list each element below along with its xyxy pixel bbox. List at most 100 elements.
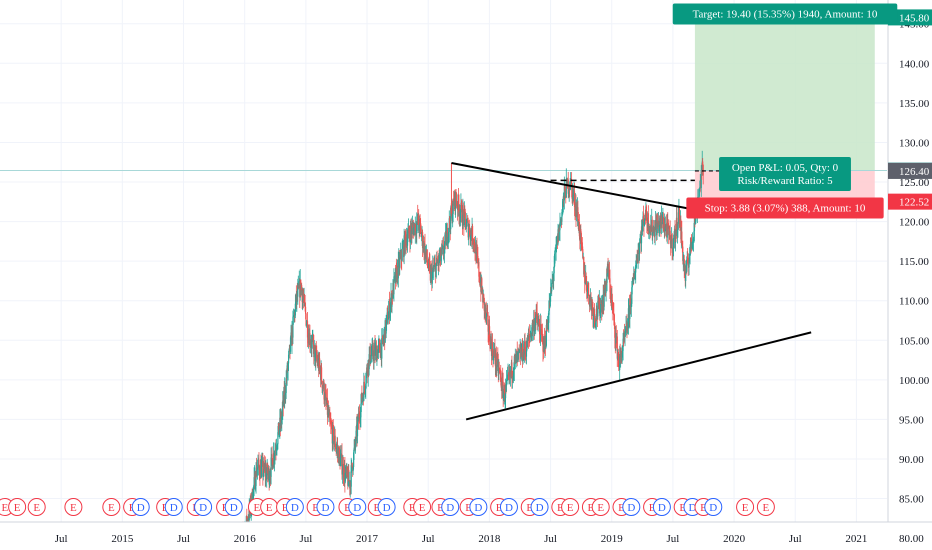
earnings-marker-icon <box>27 498 46 516</box>
candle-body <box>288 349 290 355</box>
candle-body <box>572 188 574 196</box>
candle-body <box>387 311 390 320</box>
earnings-marker-icon <box>413 498 432 516</box>
candle-body <box>527 335 529 348</box>
candle-body <box>693 217 696 232</box>
candle-body <box>424 251 427 259</box>
candle-body <box>420 223 422 229</box>
earnings-marker-label: E <box>14 502 21 514</box>
candle-body <box>256 469 258 475</box>
candle-body <box>306 321 309 338</box>
dividend-marker-label: D <box>505 502 513 514</box>
candle-body <box>387 312 389 324</box>
candle-body <box>669 230 671 241</box>
candle-body <box>458 204 460 216</box>
candle-body <box>665 224 667 230</box>
earnings-marker-label: E <box>742 502 749 514</box>
candle-body <box>572 194 575 196</box>
candle-body <box>529 336 531 337</box>
candle-body <box>497 356 499 359</box>
candle-body <box>549 293 551 307</box>
candle-body <box>535 316 537 326</box>
price-badge-label: 126.40 <box>899 166 930 178</box>
candle-body <box>676 217 678 235</box>
candle-body <box>622 338 624 351</box>
candle-body <box>407 230 409 239</box>
trendlines[interactable] <box>451 162 812 421</box>
candle-body <box>685 266 687 281</box>
candle-body <box>395 268 397 283</box>
earnings-marker-icon <box>756 498 775 516</box>
dividend-marker-icon <box>499 498 518 516</box>
candle-body <box>428 259 430 264</box>
candle-body <box>625 326 627 333</box>
earnings-marker-label: E <box>373 502 380 514</box>
candle-body <box>564 186 566 190</box>
candle-body <box>363 381 365 401</box>
candle-body <box>694 217 696 222</box>
candle-body <box>303 295 306 303</box>
candle-body <box>313 345 315 358</box>
candle-body <box>588 282 590 297</box>
candle-body <box>633 275 635 279</box>
dividend-marker-icon <box>316 498 335 516</box>
dividend-marker-icon <box>469 498 488 516</box>
candle-body <box>453 198 455 202</box>
candle-body <box>397 259 399 279</box>
candle-body <box>418 214 420 225</box>
candle-body <box>262 473 264 476</box>
candle-body <box>410 226 412 231</box>
candle-body <box>460 202 462 213</box>
candle-body <box>253 477 255 487</box>
candle-body <box>617 354 619 357</box>
dividend-marker-icon <box>224 498 243 516</box>
candle-body <box>477 256 479 264</box>
candle-body <box>517 351 519 353</box>
candle-body <box>609 292 612 295</box>
candle-body <box>505 380 508 386</box>
candle-body <box>565 179 567 198</box>
dividend-marker-label: D <box>446 502 454 514</box>
candle-body <box>690 237 692 243</box>
candle-body <box>627 308 630 329</box>
time-tick-label: Jul <box>666 533 679 545</box>
candle-body <box>528 333 530 337</box>
dividend-marker-label: D <box>536 502 544 514</box>
candle-body <box>284 387 286 395</box>
candle-body <box>487 315 489 332</box>
candle-body <box>305 313 307 326</box>
candle-body <box>462 209 464 226</box>
candle-body <box>368 354 370 370</box>
candle-body <box>340 455 342 458</box>
candle-body <box>672 252 674 254</box>
candle-body <box>468 230 470 238</box>
candle-body <box>324 391 327 393</box>
candle-body <box>577 207 579 220</box>
lower-trendline <box>465 331 812 421</box>
candle-body <box>267 473 269 475</box>
candle-body <box>370 361 372 363</box>
candle-body <box>293 316 295 317</box>
candle-body <box>465 226 467 229</box>
candle-body <box>607 263 609 267</box>
candle-body <box>502 381 504 400</box>
earnings-markers: EEEEEEDEDEDEDEEEDEDEDEDEEEDEDEDEDEEEEEDE… <box>0 498 775 516</box>
candle-body <box>591 304 594 309</box>
candle-body <box>330 423 332 425</box>
candle-body <box>624 332 626 337</box>
candle-body <box>320 367 323 382</box>
candle-body <box>631 287 633 304</box>
dividend-marker-icon <box>704 498 723 516</box>
candle-body <box>687 256 689 263</box>
candle-body <box>364 389 366 391</box>
candle-body <box>429 263 431 267</box>
candle-body <box>274 450 276 456</box>
pnl-callout-text: Risk/Reward Ratio: 5 <box>737 175 833 187</box>
candle-body <box>547 322 549 327</box>
candle-body <box>379 342 381 352</box>
candle-body <box>441 246 444 249</box>
earnings-marker-label: E <box>409 502 416 514</box>
time-tick-label: Jul <box>299 533 312 545</box>
earnings-marker-label: E <box>33 502 40 514</box>
